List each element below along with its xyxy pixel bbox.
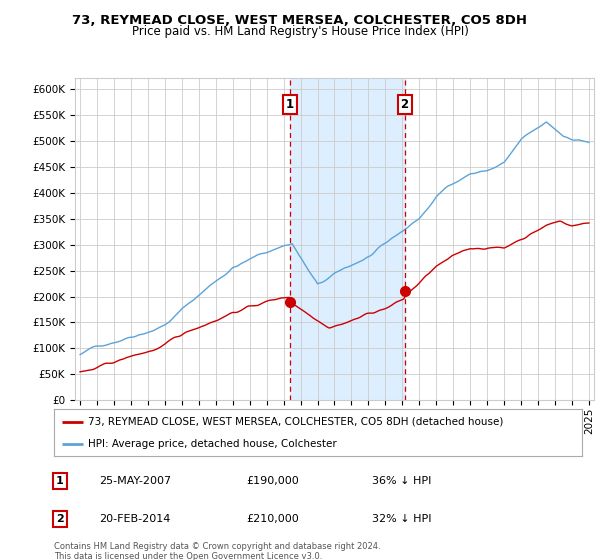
Bar <box>290 78 404 400</box>
Text: 1: 1 <box>286 98 294 111</box>
Text: £190,000: £190,000 <box>246 476 299 486</box>
Text: 36% ↓ HPI: 36% ↓ HPI <box>372 476 431 486</box>
Text: 2: 2 <box>400 98 409 111</box>
Text: 73, REYMEAD CLOSE, WEST MERSEA, COLCHESTER, CO5 8DH: 73, REYMEAD CLOSE, WEST MERSEA, COLCHEST… <box>73 14 527 27</box>
Text: 20-FEB-2014: 20-FEB-2014 <box>99 514 170 524</box>
Text: HPI: Average price, detached house, Colchester: HPI: Average price, detached house, Colc… <box>88 438 337 449</box>
Text: 1: 1 <box>56 476 64 486</box>
Text: 32% ↓ HPI: 32% ↓ HPI <box>372 514 431 524</box>
Text: Price paid vs. HM Land Registry's House Price Index (HPI): Price paid vs. HM Land Registry's House … <box>131 25 469 38</box>
Text: £210,000: £210,000 <box>246 514 299 524</box>
Text: 73, REYMEAD CLOSE, WEST MERSEA, COLCHESTER, CO5 8DH (detached house): 73, REYMEAD CLOSE, WEST MERSEA, COLCHEST… <box>88 417 503 427</box>
Text: Contains HM Land Registry data © Crown copyright and database right 2024.
This d: Contains HM Land Registry data © Crown c… <box>54 542 380 560</box>
Text: 25-MAY-2007: 25-MAY-2007 <box>99 476 171 486</box>
Text: 2: 2 <box>56 514 64 524</box>
